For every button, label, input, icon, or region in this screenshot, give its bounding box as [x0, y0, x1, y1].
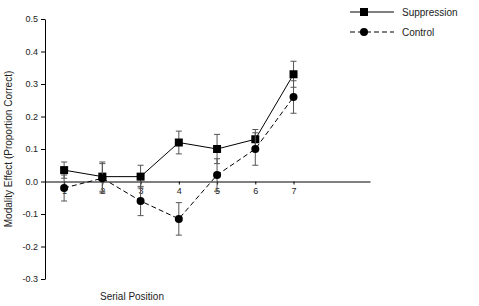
error-bar [138, 165, 144, 188]
y-tick-mark [41, 279, 45, 280]
x-tick-label: 7 [292, 186, 297, 196]
data-point [175, 215, 183, 223]
error-bar [291, 81, 297, 114]
y-tick-label: -0.2 [22, 242, 38, 252]
data-point [137, 197, 145, 205]
y-axis-title: Modality Effect (Proportion Correct) [3, 71, 14, 228]
legend-marker [360, 28, 368, 36]
y-tick-label: -0.1 [22, 209, 38, 219]
y-tick-mark [41, 117, 45, 118]
data-point [290, 70, 298, 78]
y-axis-line [45, 20, 46, 280]
data-point [175, 139, 183, 147]
series-line [64, 97, 293, 219]
data-point [137, 173, 145, 181]
x-axis: 1234567 [46, 182, 371, 196]
legend-marker [360, 8, 368, 16]
x-axis-line [46, 182, 371, 183]
y-tick-mark [41, 84, 45, 85]
data-point [60, 166, 68, 174]
y-tick-label: -0.3 [22, 274, 38, 284]
plot-area [60, 61, 297, 235]
y-tick-label: 0.4 [25, 47, 38, 57]
legend-item: Suppression [350, 7, 458, 18]
error-bar [61, 175, 67, 201]
y-tick-mark [41, 214, 45, 215]
y-tick: -0.1 [22, 209, 45, 219]
x-tick-mark [294, 182, 295, 185]
y-tick-label: 0.1 [25, 144, 38, 154]
error-bar [176, 131, 182, 154]
y-tick-label: 0.5 [25, 14, 38, 24]
y-tick: -0.2 [22, 242, 45, 252]
x-tick-label: 6 [253, 186, 258, 196]
error-bar [99, 164, 105, 193]
y-tick: 0.4 [25, 47, 45, 57]
y-tick: 0.1 [25, 144, 45, 154]
x-tick-mark [179, 182, 180, 185]
y-tick: 0.5 [25, 14, 45, 24]
x-tick: 7 [292, 182, 297, 196]
data-point [98, 174, 106, 182]
y-tick-mark [41, 149, 45, 150]
y-tick-mark [41, 19, 45, 20]
legend-label: Suppression [402, 7, 458, 18]
data-point [290, 93, 298, 101]
data-point [213, 145, 221, 153]
chart: -0.3-0.2-0.10.00.10.20.30.40.51234567Mod… [0, 0, 479, 306]
y-tick-label: 0.3 [25, 79, 38, 89]
y-tick-mark [41, 52, 45, 53]
data-point [60, 184, 68, 192]
legend-label: Control [402, 27, 434, 38]
error-bar [214, 159, 220, 192]
y-axis: -0.3 -0.2 -0.1 0.0 0.1 0.2 0.3 0.4 0.5 [22, 14, 45, 284]
x-tick: 6 [253, 182, 258, 196]
x-axis-title: Serial Position [100, 291, 164, 302]
error-bar [176, 203, 182, 236]
x-tick: 4 [177, 182, 182, 196]
y-tick: 0.3 [25, 79, 45, 89]
y-tick-mark [41, 182, 45, 183]
y-tick: -0.3 [22, 274, 45, 284]
y-tick-label: 0.2 [25, 112, 38, 122]
y-tick-label: 0.0 [25, 177, 38, 187]
error-bar [252, 133, 258, 166]
legend-line [350, 32, 394, 33]
error-bar [138, 186, 144, 215]
y-tick: 0.0 [25, 177, 45, 187]
legend: Suppression Control [350, 7, 458, 38]
y-tick-mark [41, 247, 45, 248]
x-tick-mark [255, 182, 256, 185]
data-point [251, 145, 259, 153]
series-line [64, 74, 293, 176]
legend-line [350, 12, 394, 13]
error-bar [214, 134, 220, 163]
x-tick-label: 4 [177, 186, 182, 196]
y-tick: 0.2 [25, 112, 45, 122]
legend-item: Control [350, 27, 434, 38]
data-point [213, 171, 221, 179]
